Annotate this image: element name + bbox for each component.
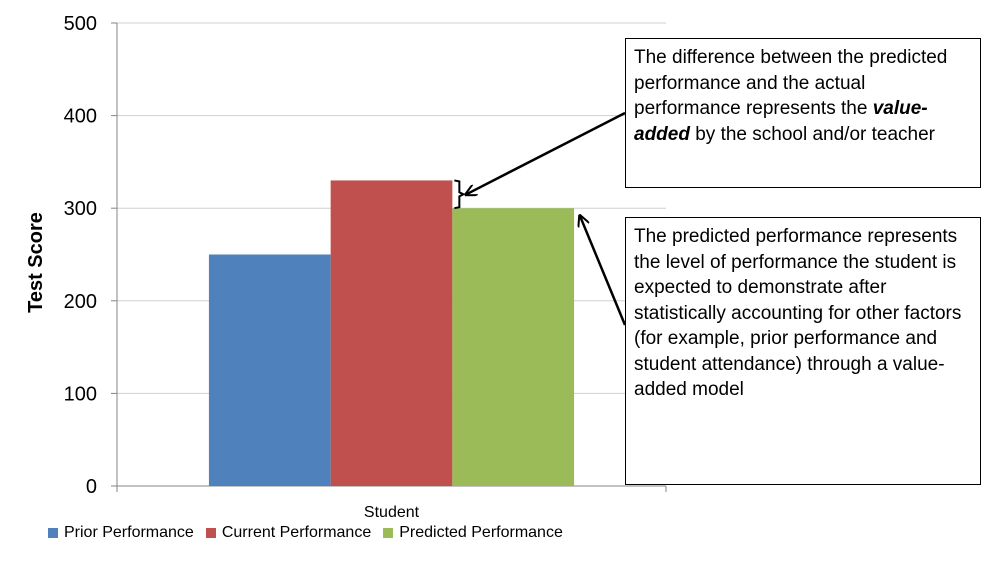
- legend-swatch-prior: [48, 528, 58, 538]
- value-added-arrow: [466, 111, 626, 194]
- value-added-emphasis: value-added: [634, 98, 928, 145]
- value-added-text-after: by the school and/or teacher: [689, 123, 935, 145]
- legend-label-current: Current Performance: [221, 524, 372, 541]
- chart-legend: Prior Performance Current Performance Pr…: [48, 524, 575, 542]
- legend-item-predicted: Predicted Performance: [383, 524, 563, 542]
- tick-labels: 0 100 200 300 400 500 Test Score Student: [25, 13, 420, 521]
- predicted-performance-arrow: [580, 216, 627, 326]
- bar-prior: [208, 254, 331, 486]
- predicted-performance-callout: The predicted performance represents the…: [625, 217, 981, 485]
- y-tick-label-400: 400: [64, 106, 97, 128]
- y-tick-label-500: 500: [64, 13, 97, 35]
- value-added-text-before: The difference between the predicted per…: [634, 47, 948, 119]
- y-axis-label: Test Score: [25, 212, 47, 313]
- value-added-bracket: [454, 179, 466, 210]
- bar-current: [330, 180, 453, 487]
- bar-predicted: [452, 208, 575, 486]
- y-tick-label-200: 200: [64, 291, 97, 313]
- x-category-label: Student: [364, 504, 420, 521]
- y-tick-label-100: 100: [64, 383, 97, 405]
- y-tick-label-0: 0: [86, 476, 97, 498]
- bars: [208, 180, 575, 487]
- legend-item-prior: Prior Performance: [48, 524, 194, 542]
- predicted-performance-text: The predicted performance represents the…: [634, 226, 962, 400]
- legend-swatch-current: [205, 528, 216, 538]
- legend-swatch-predicted: [383, 528, 394, 538]
- annotation-arrows: [454, 111, 627, 326]
- legend-label-prior: Prior Performance: [64, 524, 194, 541]
- y-tick-label-300: 300: [64, 198, 97, 220]
- legend-item-current: Current Performance: [205, 524, 372, 542]
- value-added-callout: The difference between the predicted per…: [625, 38, 981, 188]
- legend-label-predicted: Predicted Performance: [399, 524, 563, 541]
